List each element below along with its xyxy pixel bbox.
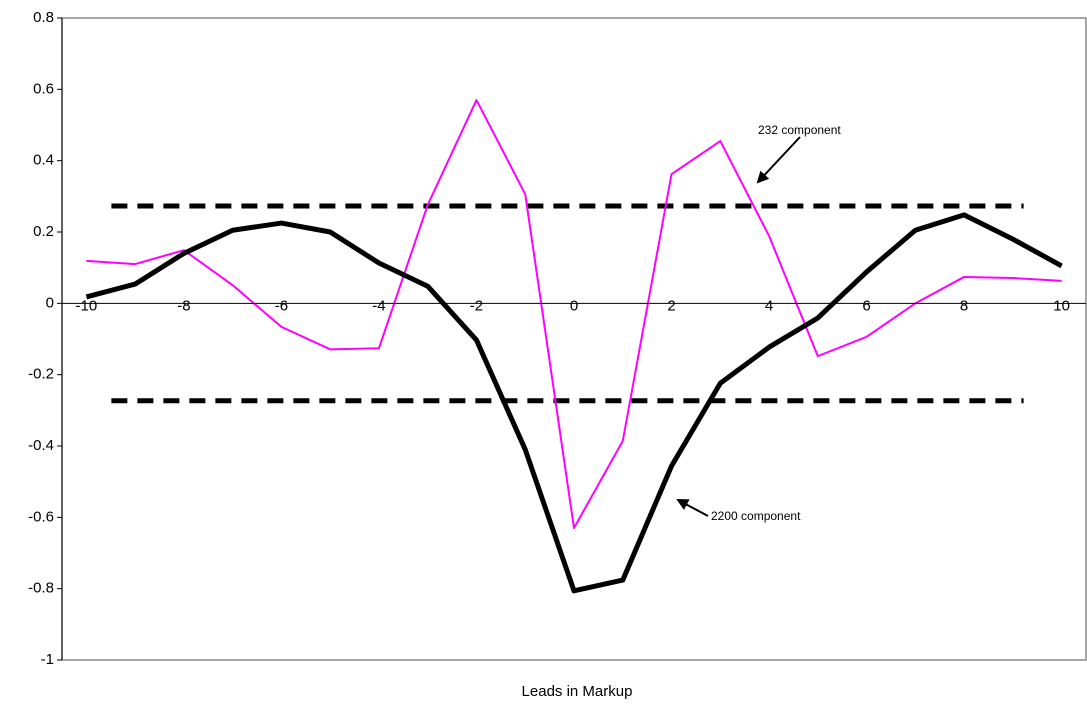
x-tick-label: 4 <box>765 297 773 314</box>
x-tick-label: -10 <box>76 297 98 314</box>
y-tick-label: -0.4 <box>28 437 54 454</box>
annotation-arrow <box>756 136 801 184</box>
y-tick-label: 0.4 <box>33 152 54 169</box>
y-tick-label: 0 <box>46 294 54 311</box>
x-tick-label: 2 <box>667 297 675 314</box>
y-tick-label: -0.6 <box>28 508 54 525</box>
y-tick-label: 0.6 <box>33 80 54 97</box>
y-tick-label: -0.2 <box>28 366 54 383</box>
x-tick-label: -8 <box>177 297 190 314</box>
y-tick-label: 0.2 <box>33 223 54 240</box>
x-tick-label: -4 <box>372 297 385 314</box>
series-line <box>85 212 1063 594</box>
x-tick-label: -2 <box>470 297 483 314</box>
annotation: 232 component <box>758 123 841 137</box>
annotation: 2200 component <box>711 509 801 523</box>
annotation-arrow <box>676 499 709 517</box>
y-tick-label: -0.8 <box>28 580 54 597</box>
x-tick-label: 0 <box>570 297 578 314</box>
y-tick-label: -1 <box>41 651 54 668</box>
y-tick-label: 0.8 <box>33 9 54 26</box>
series-line <box>86 99 1062 530</box>
x-tick-label: 8 <box>960 297 968 314</box>
x-tick-label: -6 <box>275 297 288 314</box>
x-tick-label: 10 <box>1053 297 1070 314</box>
x-tick-label: 6 <box>862 297 870 314</box>
plot-frame <box>61 17 1087 661</box>
x-axis-label: Leads in Markup <box>522 683 633 700</box>
